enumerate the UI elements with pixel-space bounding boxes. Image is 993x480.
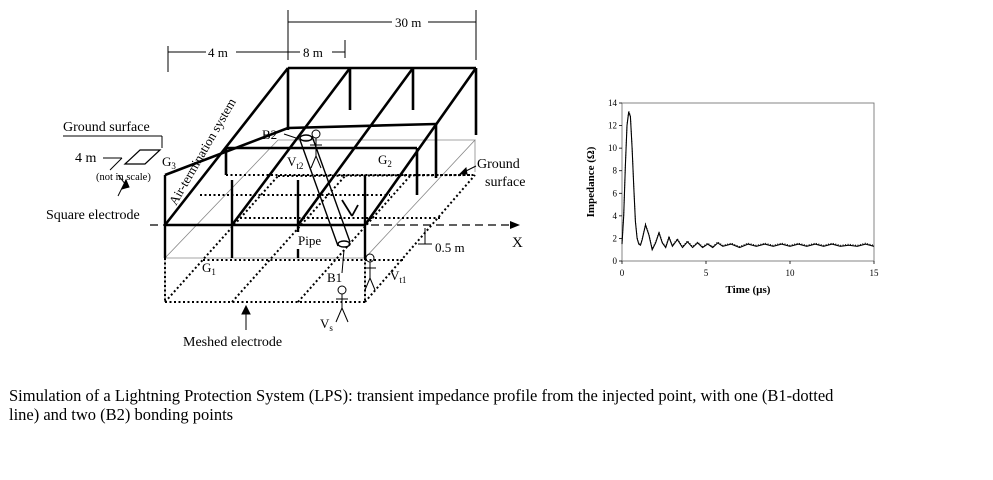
vt2-label: Vt2: [287, 154, 303, 171]
impedance-chart: 0 2 4 6 8 10 12 14 0 5 10 15 Impedance (Ω) Time (µ…: [585, 98, 879, 296]
y-tick-label: 12: [608, 121, 617, 131]
vs-label: Vs: [320, 316, 333, 333]
g1-label: G1: [202, 260, 216, 277]
human-figure-vs: [335, 285, 349, 323]
y-tick-label: 14: [608, 98, 618, 108]
human-figure-vt2: [310, 129, 322, 169]
figure-svg: 30 m 4 m 8 m: [46, 10, 879, 350]
y-tick-label: 6: [613, 188, 618, 198]
g3-label: G3: [162, 154, 176, 171]
x-tick-label: 10: [786, 268, 796, 278]
dimension-lines: [167, 10, 477, 72]
ground-surface-right-line2: surface: [485, 175, 525, 190]
y-axis-label: Impedance (Ω): [585, 146, 597, 217]
x-tick-label: 0: [620, 268, 625, 278]
dim-4m-label: 4 m: [208, 45, 228, 60]
caption-line-2: line) and two (B2) bonding points: [9, 405, 234, 424]
air-termination-grid: [163, 66, 478, 227]
vt1-label: Vt1: [390, 268, 406, 285]
caption-line-1: Simulation of a Lightning Protection Sys…: [9, 386, 834, 405]
x-tick-label: 5: [704, 268, 709, 278]
dim-8m-label: 8 m: [303, 45, 323, 60]
pipe-label: Pipe: [298, 233, 321, 248]
injection-arrow: [341, 199, 359, 217]
b1-label: B1: [327, 270, 342, 285]
x-axis-arrow: [150, 221, 520, 229]
ground-surface-left-line: [63, 135, 163, 148]
y-tick-label: 0: [613, 256, 618, 266]
y-tick-label: 8: [613, 166, 618, 176]
lps-diagram: 30 m 4 m 8 m: [46, 10, 525, 350]
meshed-electrode-arrow: [241, 304, 251, 330]
square-electrode: [103, 149, 162, 197]
square-electrode-size-label: 4 m: [75, 151, 97, 166]
ground-surface-right-arrow: [458, 165, 477, 175]
figure-caption: Simulation of a Lightning Protection Sys…: [9, 386, 989, 424]
bonding-leaders: [283, 133, 345, 274]
y-tick-label: 4: [613, 211, 618, 221]
y-tick-label: 2: [613, 233, 618, 243]
meshed-electrode: [164, 174, 476, 303]
y-tick-group: 0 2 4 6 8 10 12 14: [608, 98, 622, 266]
pipe: [299, 134, 351, 248]
not-in-scale-label: (not in scale): [96, 172, 151, 183]
ground-surface-right-line1: Ground: [477, 157, 520, 172]
figure: 30 m 4 m 8 m: [46, 10, 879, 350]
x-tick-group: 0 5 10 15: [620, 261, 879, 278]
y-tick-label: 10: [608, 143, 618, 153]
ground-surface-left-label: Ground surface: [63, 120, 150, 135]
x-axis-label: Time (µs): [726, 284, 771, 296]
g2-label: G2: [378, 152, 392, 169]
pipe-label-box: [296, 232, 330, 249]
x-axis-label: X: [512, 235, 523, 251]
series-line-impedance: [621, 111, 875, 252]
dim-30m-label: 30 m: [395, 15, 421, 30]
chart-plot-area: [621, 102, 875, 262]
depth-marker: [418, 228, 432, 245]
x-tick-label: 15: [870, 268, 880, 278]
frame-dotted: [164, 174, 470, 225]
b2-label: B2: [262, 127, 277, 142]
square-electrode-label: Square electrode: [46, 208, 140, 223]
human-figure-vt1: [364, 253, 376, 291]
meshed-electrode-label: Meshed electrode: [183, 335, 282, 350]
series-line-dotted: [621, 110, 875, 251]
depth-label: 0.5 m: [435, 240, 465, 255]
